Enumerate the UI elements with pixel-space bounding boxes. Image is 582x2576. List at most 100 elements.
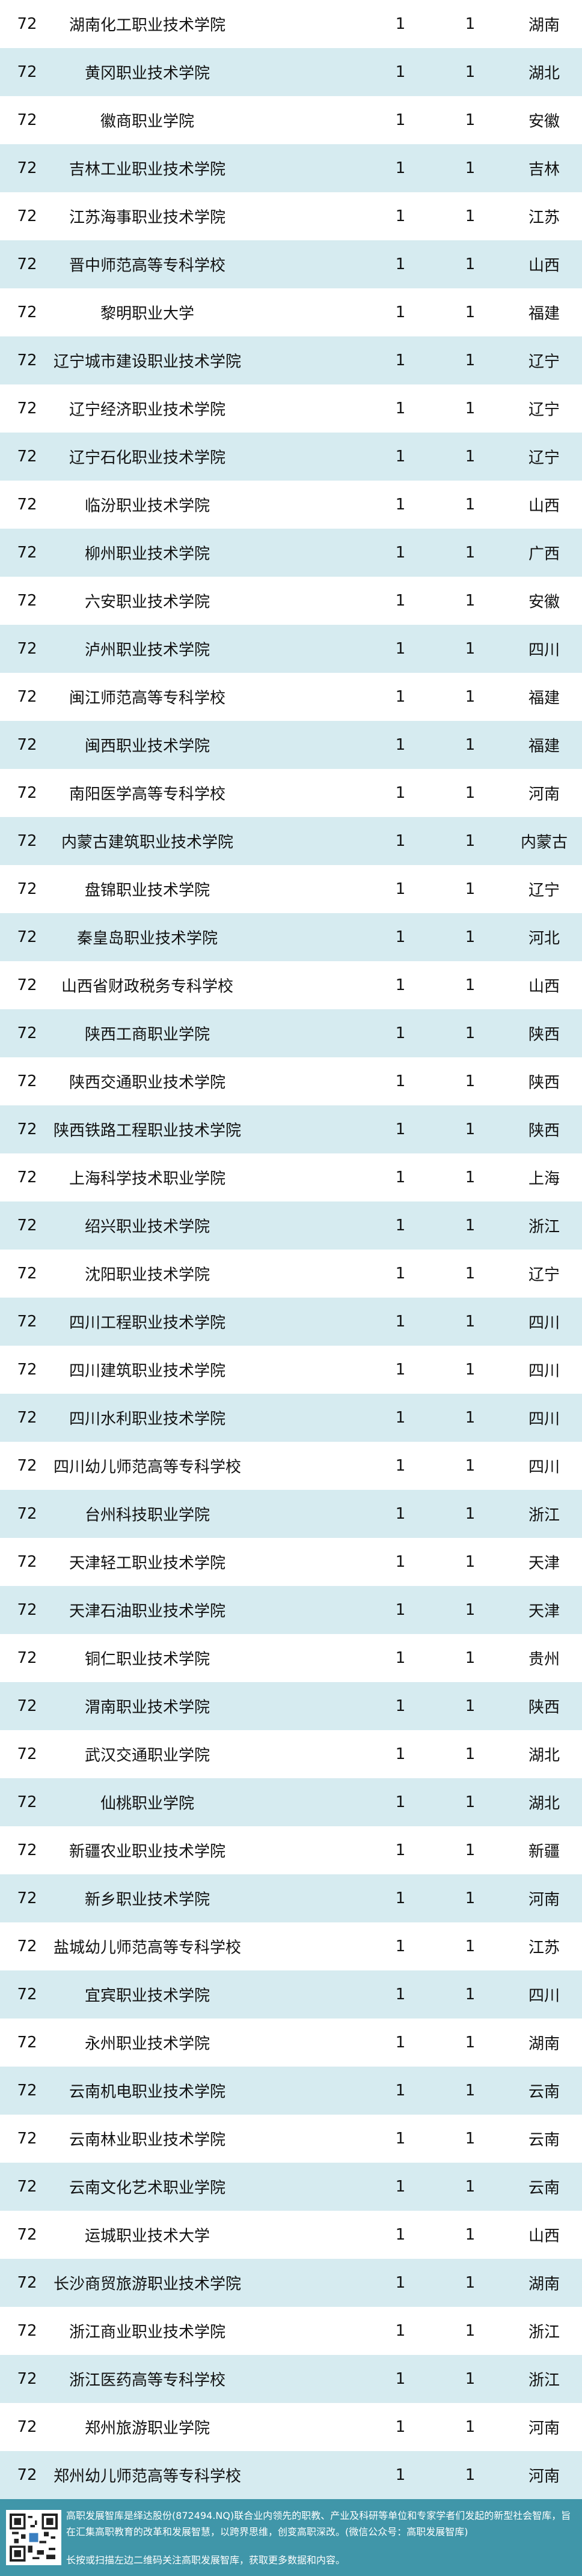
table-row: 72 云南机电职业技术学院 1 1 云南 (0, 2067, 582, 2115)
cell-rank: 72 (17, 496, 37, 514)
table-row: 72 南阳医学高等专科学校 1 1 河南 (0, 769, 582, 817)
cell-count-a: 1 (395, 2178, 406, 2196)
cell-rank: 72 (17, 544, 37, 562)
cell-rank: 72 (17, 2130, 37, 2148)
cell-count-b: 1 (465, 2322, 476, 2340)
cell-rank: 72 (17, 976, 37, 994)
cell-rank: 72 (17, 592, 37, 610)
cell-count-a: 1 (395, 2034, 406, 2052)
cell-rank: 72 (17, 1313, 37, 1331)
cell-province: 辽宁 (528, 401, 560, 419)
cell-count-b: 1 (465, 255, 476, 273)
table-row: 72 闽西职业技术学院 1 1 福建 (0, 721, 582, 769)
cell-count-b: 1 (465, 688, 476, 706)
cell-count-a: 1 (395, 496, 406, 514)
cell-province: 新疆 (528, 1842, 560, 1861)
cell-rank: 72 (17, 159, 37, 177)
cell-school-name: 四川幼儿师范高等专科学校 (53, 1458, 242, 1477)
table-row: 72 浙江医药高等专科学校 1 1 浙江 (0, 2355, 582, 2403)
table-row: 72 秦皇岛职业技术学院 1 1 河北 (0, 913, 582, 961)
cell-count-b: 1 (465, 1745, 476, 1763)
cell-count-a: 1 (395, 303, 406, 321)
cell-school-name: 四川水利职业技术学院 (69, 1410, 226, 1429)
cell-count-a: 1 (395, 2226, 406, 2244)
table-row: 72 长沙商贸旅游职业技术学院 1 1 湖南 (0, 2259, 582, 2307)
cell-school-name: 四川建筑职业技术学院 (69, 1362, 226, 1381)
cell-count-b: 1 (465, 1409, 476, 1427)
table-row: 72 泸州职业技术学院 1 1 四川 (0, 625, 582, 673)
cell-count-a: 1 (395, 1793, 406, 1811)
cell-count-a: 1 (395, 399, 406, 418)
cell-province: 辽宁 (528, 881, 560, 900)
cell-count-a: 1 (395, 640, 406, 658)
cell-school-name: 运城职业技术大学 (84, 2227, 210, 2246)
cell-count-a: 1 (395, 736, 406, 754)
cell-count-b: 1 (465, 1601, 476, 1619)
cell-province: 云南 (528, 2131, 560, 2149)
cell-count-a: 1 (395, 1361, 406, 1379)
cell-count-a: 1 (395, 1505, 406, 1523)
table-row: 72 辽宁石化职业技术学院 1 1 辽宁 (0, 433, 582, 481)
cell-count-b: 1 (465, 1793, 476, 1811)
cell-school-name: 郑州旅游职业学院 (84, 2419, 210, 2438)
cell-count-b: 1 (465, 448, 476, 466)
cell-school-name: 永州职业技术学院 (84, 2035, 210, 2053)
cell-school-name: 江苏海事职业技术学院 (69, 208, 226, 227)
cell-province: 湖南 (528, 2035, 560, 2053)
table-row: 72 黎明职业大学 1 1 福建 (0, 288, 582, 336)
cell-province: 江苏 (528, 1939, 560, 1957)
cell-school-name: 郑州幼儿师范高等专科学校 (53, 2467, 242, 2486)
cell-school-name: 六安职业技术学院 (84, 593, 210, 612)
cell-rank: 72 (17, 832, 37, 850)
cell-school-name: 吉林工业职业技术学院 (69, 160, 226, 179)
cell-count-a: 1 (395, 1024, 406, 1042)
cell-count-b: 1 (465, 2034, 476, 2052)
cell-rank: 72 (17, 1889, 37, 1907)
cell-province: 河南 (528, 2467, 560, 2486)
cell-province: 安徽 (528, 593, 560, 612)
cell-school-name: 上海科学技术职业学院 (69, 1170, 226, 1188)
table-row: 72 新疆农业职业技术学院 1 1 新疆 (0, 1826, 582, 1874)
cell-school-name: 闽江师范高等专科学校 (69, 689, 226, 708)
cell-province: 浙江 (528, 2323, 560, 2342)
cell-province: 四川 (528, 1314, 560, 1332)
cell-rank: 72 (17, 1120, 37, 1138)
table-row: 72 辽宁城市建设职业技术学院 1 1 辽宁 (0, 336, 582, 384)
cell-rank: 72 (17, 1217, 37, 1235)
cell-rank: 72 (17, 688, 37, 706)
cell-school-name: 绍兴职业技术学院 (84, 1218, 210, 1236)
cell-school-name: 浙江医药高等专科学校 (69, 2371, 226, 2390)
cell-rank: 72 (17, 1937, 37, 1955)
cell-count-a: 1 (395, 544, 406, 562)
table-row: 72 云南文化艺术职业学院 1 1 云南 (0, 2163, 582, 2211)
cell-rank: 72 (17, 1601, 37, 1619)
cell-province: 河南 (528, 1891, 560, 1909)
cell-count-b: 1 (465, 303, 476, 321)
cell-school-name: 陕西铁路工程职业技术学院 (53, 1122, 242, 1140)
table-row: 72 晋中师范高等专科学校 1 1 山西 (0, 240, 582, 288)
cell-school-name: 仙桃职业学院 (100, 1794, 195, 1813)
cell-count-a: 1 (395, 1649, 406, 1667)
cell-rank: 72 (17, 1505, 37, 1523)
table-row: 72 渭南职业技术学院 1 1 陕西 (0, 1682, 582, 1730)
table-row: 72 永州职业技术学院 1 1 湖南 (0, 2019, 582, 2067)
cell-rank: 72 (17, 640, 37, 658)
table-row: 72 湖南化工职业技术学院 1 1 湖南 (0, 0, 582, 48)
table-row: 72 六安职业技术学院 1 1 安徽 (0, 577, 582, 625)
cell-school-name: 临汾职业技术学院 (84, 497, 210, 515)
cell-school-name: 天津轻工职业技术学院 (69, 1554, 226, 1573)
cell-count-b: 1 (465, 1889, 476, 1907)
cell-count-b: 1 (465, 15, 476, 33)
cell-count-b: 1 (465, 880, 476, 898)
cell-count-b: 1 (465, 544, 476, 562)
cell-count-a: 1 (395, 63, 406, 81)
cell-count-b: 1 (465, 1361, 476, 1379)
cell-rank: 72 (17, 2370, 37, 2388)
table-row: 72 四川幼儿师范高等专科学校 1 1 四川 (0, 1442, 582, 1490)
table-row: 72 天津轻工职业技术学院 1 1 天津 (0, 1538, 582, 1586)
cell-count-b: 1 (465, 976, 476, 994)
cell-province: 河南 (528, 2419, 560, 2438)
cell-province: 湖南 (528, 16, 560, 35)
cell-count-b: 1 (465, 2274, 476, 2292)
cell-count-a: 1 (395, 976, 406, 994)
